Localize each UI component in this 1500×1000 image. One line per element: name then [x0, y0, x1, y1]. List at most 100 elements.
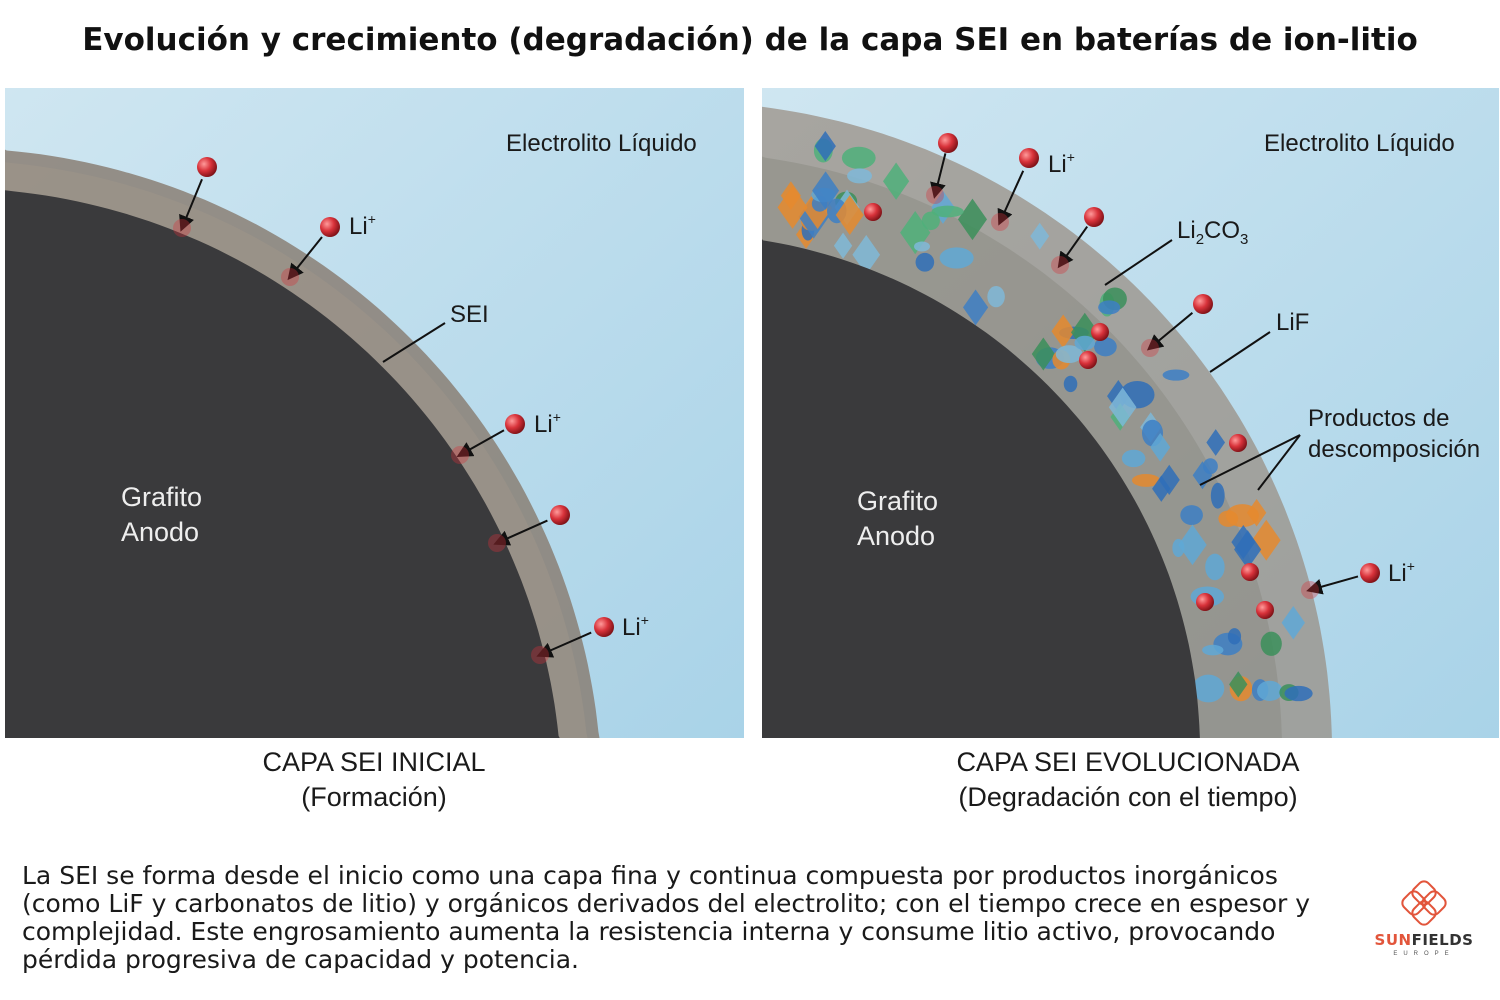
sei-crystal	[1108, 387, 1137, 427]
sei-particle	[921, 211, 940, 231]
electrolyte-label: Electrolito Líquido	[506, 130, 697, 157]
leader-line	[382, 322, 446, 363]
lithium-ion-trapped	[1229, 434, 1247, 452]
lithium-ion-intercalated	[1141, 339, 1159, 357]
sei-particle	[1257, 680, 1283, 701]
sei-particle	[1210, 482, 1225, 509]
sei-crystal	[1206, 429, 1226, 456]
sei-particle	[1284, 685, 1313, 702]
lithium-ion-intercalated	[531, 646, 549, 664]
sei-crystal	[777, 185, 808, 229]
page-title: Evolución y crecimiento (degradación) de…	[82, 22, 1418, 58]
left-caption: CAPA SEI INICIAL (Formación)	[174, 745, 574, 815]
lithium-ion	[505, 414, 525, 434]
lithium-ion-intercalated	[451, 446, 469, 464]
arrow	[997, 170, 1025, 226]
sei-particle	[841, 146, 876, 169]
arrow	[493, 519, 548, 546]
right-caption: CAPA SEI EVOLUCIONADA (Degradación con e…	[878, 745, 1378, 815]
sei-particle	[1180, 505, 1203, 526]
graphite-anode	[5, 188, 562, 738]
lithium-ion-trapped	[1256, 601, 1274, 619]
li-ion-label: Li+	[534, 409, 561, 438]
sei-particle	[939, 247, 974, 269]
lithium-ion-intercalated	[991, 213, 1009, 231]
sei-crystal	[812, 171, 840, 210]
sei-crystal	[852, 234, 881, 275]
leader-line	[1199, 434, 1301, 486]
sei-particle	[1074, 335, 1096, 351]
sei-crystal	[1152, 475, 1171, 502]
description: La SEI se forma desde el inicio como una…	[22, 861, 1311, 974]
lithium-ion-intercalated	[488, 534, 506, 552]
lithium-ion	[1019, 148, 1039, 168]
logo-subtitle: EUROPE	[1393, 951, 1455, 957]
sei-particle	[1202, 644, 1224, 656]
electrolyte-label: Electrolito Líquido	[1264, 130, 1455, 157]
sei-crystal	[1229, 671, 1248, 698]
lithium-ion	[938, 133, 958, 153]
li2co3-label: Li2CO3	[1177, 217, 1248, 248]
lithium-ion-intercalated	[173, 219, 191, 237]
lithium-ion	[1193, 294, 1213, 314]
li-ion-label: Li+	[1388, 558, 1415, 587]
sei-crystal	[883, 162, 910, 200]
sei-crystal	[833, 232, 853, 259]
right-panel	[762, 88, 1499, 738]
arrow	[1146, 312, 1194, 351]
left-panel	[5, 88, 744, 738]
sei-particle	[1131, 473, 1161, 487]
products-label-2: descomposición	[1308, 436, 1480, 463]
arrow	[536, 631, 592, 658]
sei-crystal	[1031, 337, 1055, 371]
sei-particle	[1063, 375, 1078, 393]
sei-crystal	[1030, 222, 1050, 250]
lithium-ion-trapped	[1091, 323, 1109, 341]
lithium-ion-intercalated	[1051, 256, 1069, 274]
sei-crystal	[957, 198, 987, 241]
caption-line: (Degradación con el tiempo)	[958, 782, 1298, 812]
sei-particle	[1162, 369, 1190, 381]
anode-label: Grafito	[121, 482, 202, 512]
leader-line	[1104, 239, 1173, 286]
li-ion-label: Li+	[349, 211, 376, 240]
arrow	[456, 429, 505, 457]
caption-line: CAPA SEI EVOLUCIONADA	[956, 747, 1300, 777]
sei-label: SEI	[450, 301, 489, 328]
arrow	[1306, 575, 1359, 595]
sei-particle	[1205, 553, 1225, 581]
sei-particle	[1094, 337, 1117, 357]
lithium-ion	[197, 157, 217, 177]
lithium-ion-trapped	[864, 203, 882, 221]
sei-crystal	[962, 289, 989, 326]
caption-line: (Formación)	[301, 782, 447, 812]
caption-line: CAPA SEI INICIAL	[262, 747, 486, 777]
sei-particle	[987, 285, 1005, 308]
sei-crystal	[1178, 524, 1207, 566]
logo-flower-icon	[1401, 880, 1447, 926]
lithium-ion-intercalated	[1301, 581, 1319, 599]
lithium-ion	[594, 617, 614, 637]
logo-wordmark: SUNFIELDS	[1374, 931, 1474, 949]
lithium-ion	[1360, 563, 1380, 583]
lithium-ion-trapped	[1241, 563, 1259, 581]
sei-crystal	[1281, 606, 1305, 640]
lithium-ion	[320, 217, 340, 237]
lithium-ion-intercalated	[281, 268, 299, 286]
sei-particle	[1260, 631, 1282, 656]
arrow	[1057, 226, 1089, 269]
lithium-ion-trapped	[1196, 593, 1214, 611]
arrow	[179, 178, 203, 232]
sei-particle	[1192, 674, 1225, 703]
sei-crystal	[1231, 524, 1256, 560]
sei-particle	[1227, 628, 1242, 645]
sei-crystal	[1051, 314, 1075, 349]
sei-crystal	[1150, 432, 1171, 462]
sunfields-logo: SUNFIELDS EUROPE	[1368, 880, 1480, 957]
li-ion-label: Li+	[1048, 149, 1075, 178]
sei-crystal	[835, 195, 864, 235]
arrow	[287, 236, 323, 281]
lithium-ion	[550, 505, 570, 525]
li-ion-label: Li+	[622, 612, 649, 641]
